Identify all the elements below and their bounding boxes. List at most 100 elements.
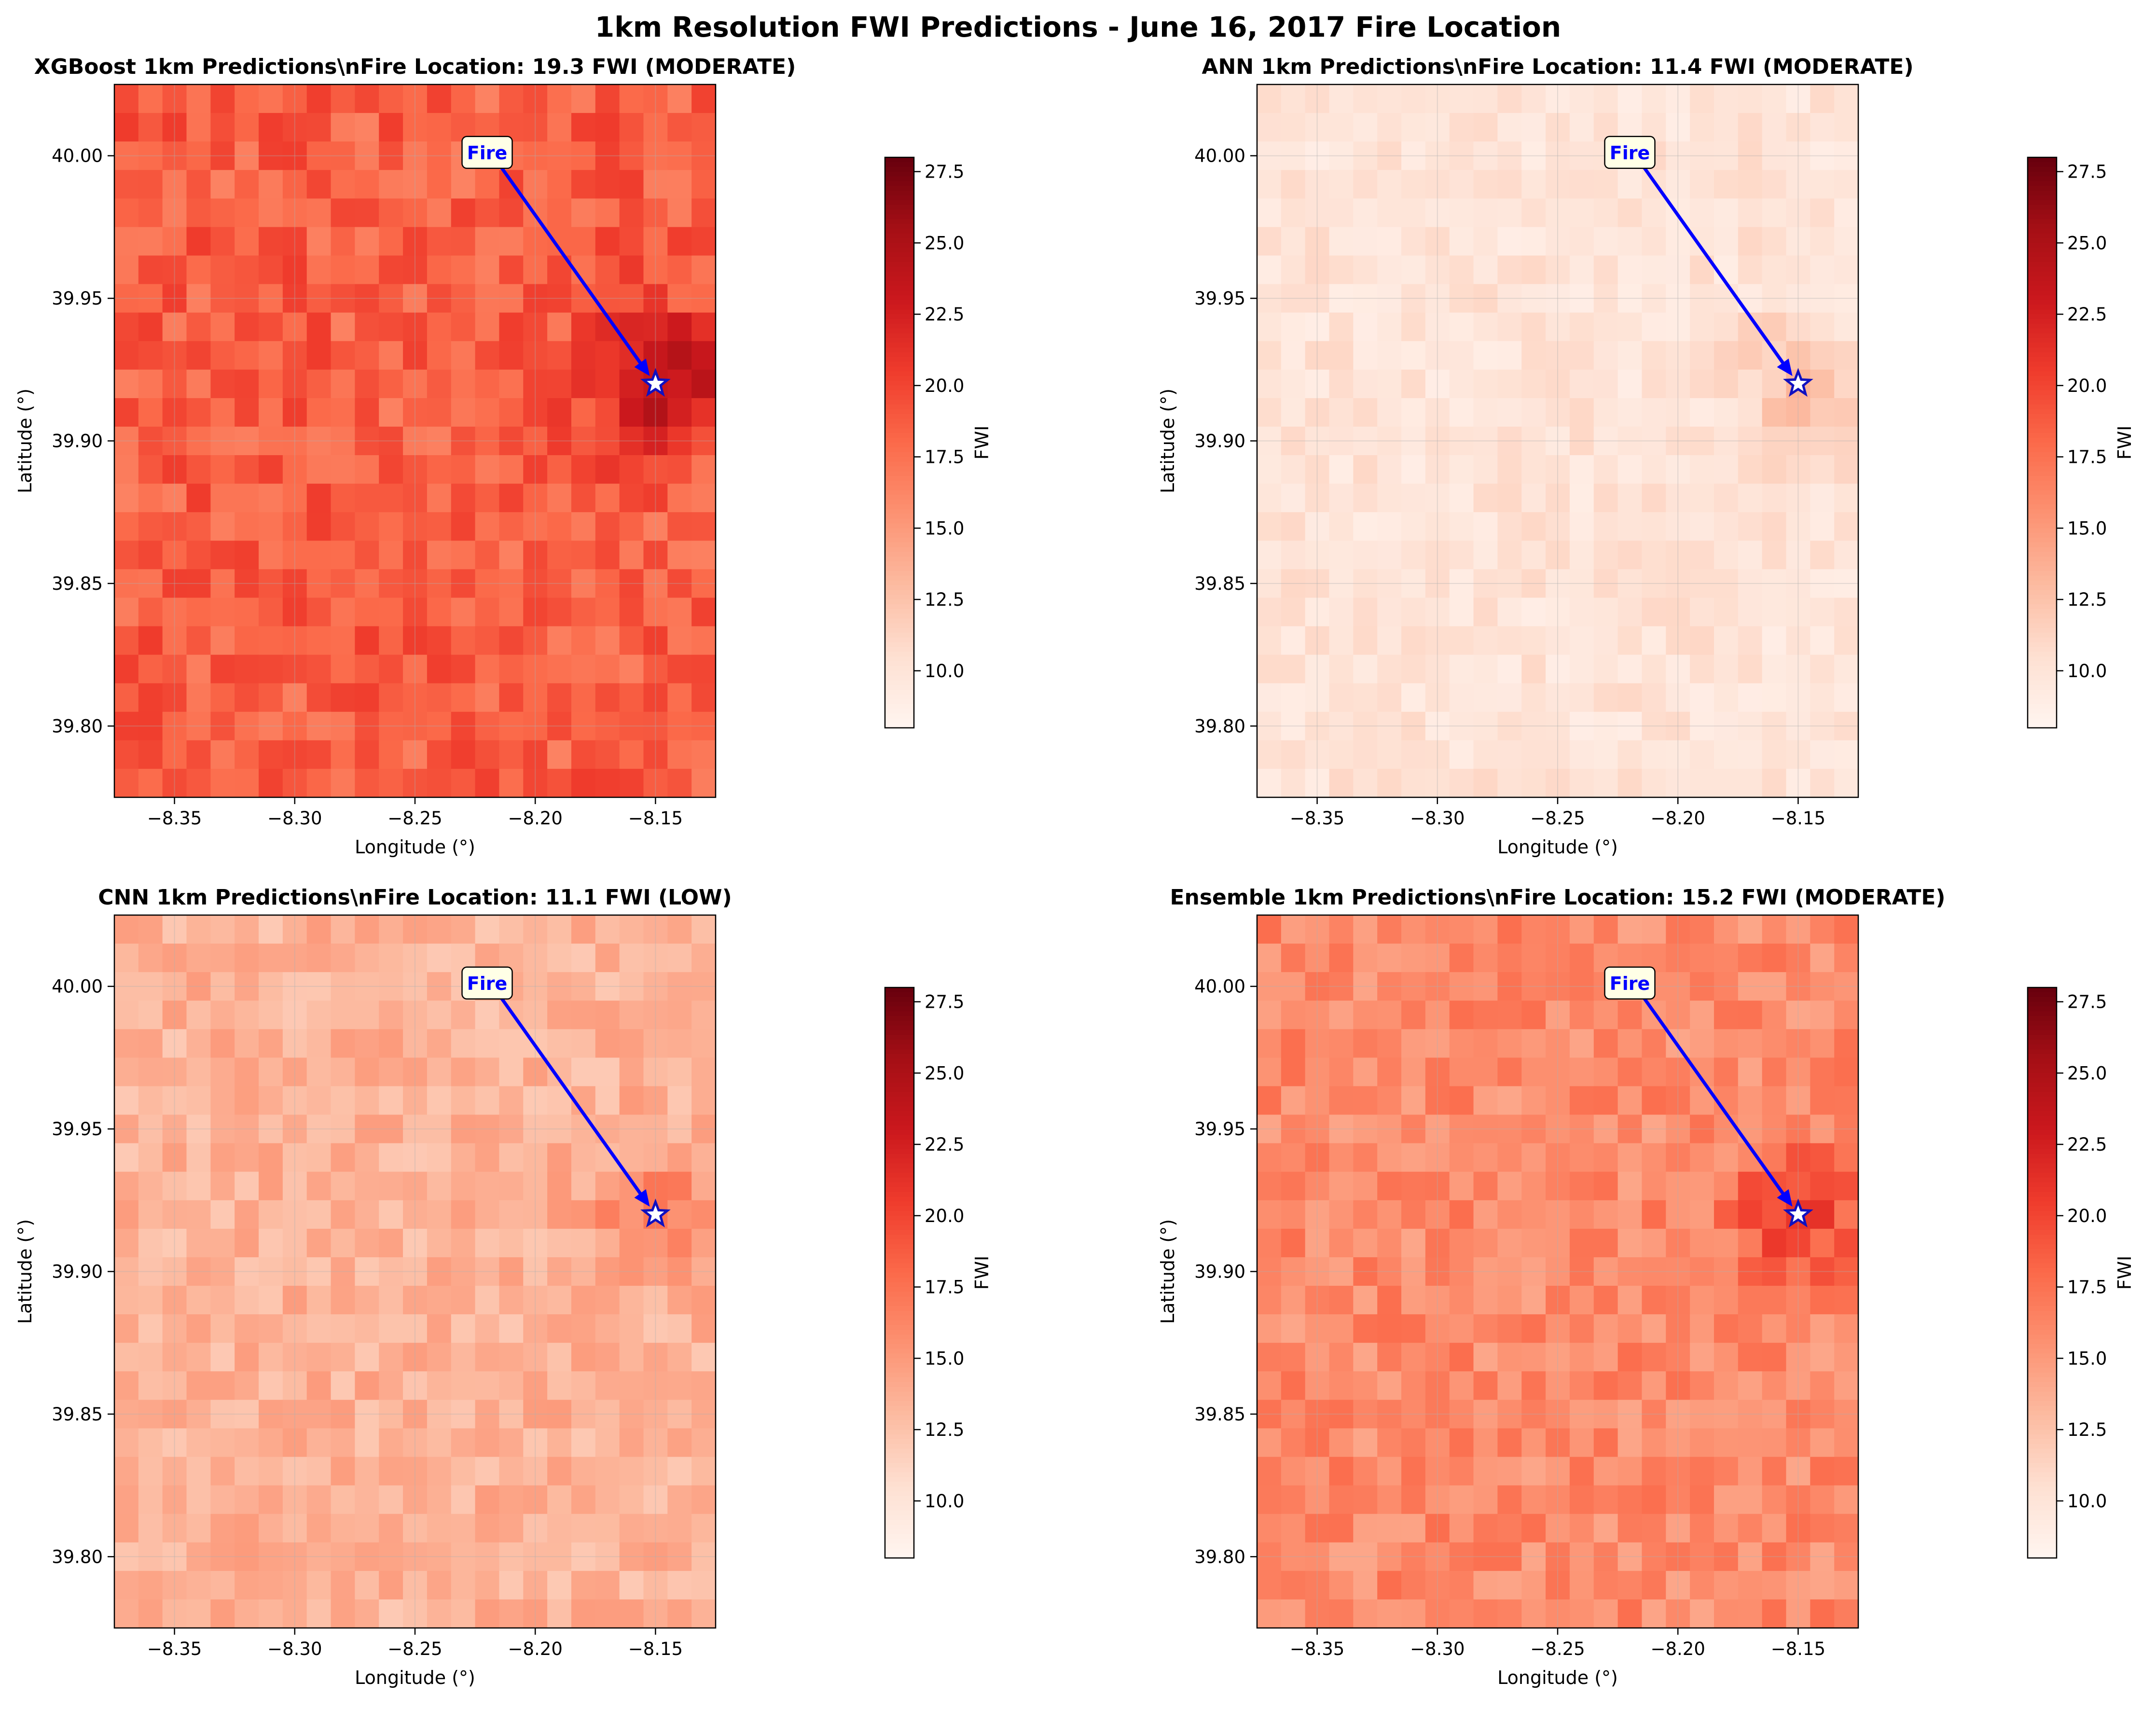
- heatmap-cell: [1305, 944, 1330, 973]
- heatmap-cell: [331, 915, 355, 944]
- heatmap-cell: [667, 683, 692, 712]
- heatmap-cell: [1546, 683, 1570, 712]
- heatmap-cell: [1497, 1542, 1522, 1571]
- heatmap-cell: [1834, 227, 1859, 256]
- colorbar-tick-label: 12.5: [2067, 1419, 2107, 1440]
- heatmap-cell: [355, 512, 379, 541]
- heatmap-cell: [162, 541, 187, 570]
- heatmap-cell: [475, 84, 500, 113]
- heatmap-cell: [138, 227, 163, 256]
- heatmap-cell: [1786, 1143, 1810, 1172]
- heatmap-cell: [331, 683, 355, 712]
- heatmap-cell: [571, 1200, 596, 1229]
- heatmap-cell: [114, 740, 139, 769]
- heatmap-cell: [1353, 1228, 1378, 1258]
- colorbar-swatch: [2028, 509, 2057, 514]
- heatmap-cell: [1569, 198, 1594, 227]
- heatmap-cell: [259, 626, 283, 655]
- heatmap-cell: [499, 255, 524, 285]
- colorbar-swatch: [885, 475, 914, 481]
- colorbar-swatch: [885, 666, 914, 671]
- colorbar-swatch: [2028, 457, 2057, 462]
- heatmap-cell: [499, 312, 524, 342]
- heatmap-cell: [355, 740, 379, 769]
- colorbar-swatch: [885, 162, 914, 167]
- colorbar-swatch: [2028, 1391, 2057, 1397]
- colorbar-swatch: [885, 661, 914, 667]
- heatmap-cell: [523, 1086, 548, 1115]
- heatmap-cell: [475, 512, 500, 541]
- colorbar-swatch: [2028, 371, 2057, 376]
- colorbar-swatch: [885, 433, 914, 438]
- heatmap-cell: [1546, 484, 1570, 513]
- heatmap-cell: [235, 198, 259, 227]
- heatmap-cell: [1569, 455, 1594, 484]
- heatmap-cell: [1449, 1400, 1474, 1429]
- heatmap-cell: [1473, 1171, 1498, 1201]
- heatmap-cell: [1449, 84, 1474, 113]
- colorbar-swatch: [2028, 661, 2057, 667]
- heatmap-cell: [1449, 626, 1474, 655]
- heatmap-cell: [499, 1228, 524, 1258]
- heatmap-cell: [1281, 1599, 1306, 1628]
- heatmap-cell: [1593, 569, 1618, 598]
- heatmap-cell: [475, 455, 500, 484]
- heatmap-cell: [1425, 598, 1450, 627]
- heatmap-cell: [1401, 426, 1426, 456]
- heatmap-cell: [114, 1257, 139, 1286]
- heatmap-cell: [619, 1371, 644, 1400]
- colorbar-swatch: [2028, 428, 2057, 434]
- heatmap-cell: [1810, 255, 1835, 285]
- heatmap-cell: [1401, 284, 1426, 313]
- heatmap-cell: [1714, 84, 1739, 113]
- heatmap-cell: [547, 141, 572, 170]
- heatmap-cell: [1617, 512, 1643, 541]
- heatmap-cell: [355, 1114, 379, 1144]
- x-tick-label: −8.15: [1771, 808, 1825, 829]
- heatmap-cell: [1762, 1599, 1787, 1628]
- heatmap-cell: [1690, 141, 1714, 170]
- colorbar-swatch: [885, 1444, 914, 1449]
- heatmap-cell: [1425, 1143, 1450, 1172]
- heatmap-cell: [1377, 1228, 1402, 1258]
- heatmap-cell: [1497, 1485, 1522, 1515]
- heatmap-cell: [1642, 1200, 1666, 1229]
- heatmap-cell: [282, 84, 307, 113]
- heatmap-cell: [1810, 1371, 1835, 1400]
- heatmap-cell: [1353, 398, 1378, 427]
- colorbar-swatch: [885, 580, 914, 586]
- heatmap-cell: [1714, 972, 1739, 1001]
- heatmap-cell: [1329, 1257, 1354, 1286]
- heatmap-cell: [451, 455, 476, 484]
- colorbar-swatch: [885, 704, 914, 709]
- heatmap-cell: [547, 541, 572, 570]
- heatmap-cell: [1690, 915, 1714, 944]
- heatmap-cell: [643, 569, 668, 598]
- heatmap-cell: [1786, 141, 1810, 170]
- heatmap-cell: [1281, 1029, 1306, 1058]
- heatmap-cell: [306, 512, 332, 541]
- heatmap-cell: [1377, 84, 1402, 113]
- heatmap-cell: [1666, 284, 1690, 313]
- heatmap-cell: [1521, 1314, 1546, 1343]
- heatmap-cell: [1666, 113, 1690, 142]
- heatmap-cell: [355, 1485, 379, 1515]
- colorbar-swatch: [2028, 1505, 2057, 1511]
- heatmap-cell: [667, 113, 692, 142]
- heatmap-cell: [1305, 972, 1330, 1001]
- colorbar-swatch: [2028, 1525, 2057, 1530]
- heatmap-cell: [1497, 1001, 1522, 1029]
- heatmap-cell: [427, 1314, 452, 1343]
- heatmap-cell: [523, 1143, 548, 1172]
- heatmap-cell: [403, 1228, 428, 1258]
- heatmap-cell: [475, 426, 500, 456]
- heatmap-cell: [1810, 369, 1835, 399]
- heatmap-cell: [403, 141, 428, 170]
- heatmap-cell: [1257, 1228, 1282, 1258]
- colorbar-swatch: [2028, 680, 2057, 686]
- heatmap-cell: [427, 1114, 452, 1144]
- colorbar-swatch: [2028, 1273, 2057, 1278]
- heatmap-cell: [235, 944, 259, 973]
- heatmap-cell: [1425, 541, 1450, 570]
